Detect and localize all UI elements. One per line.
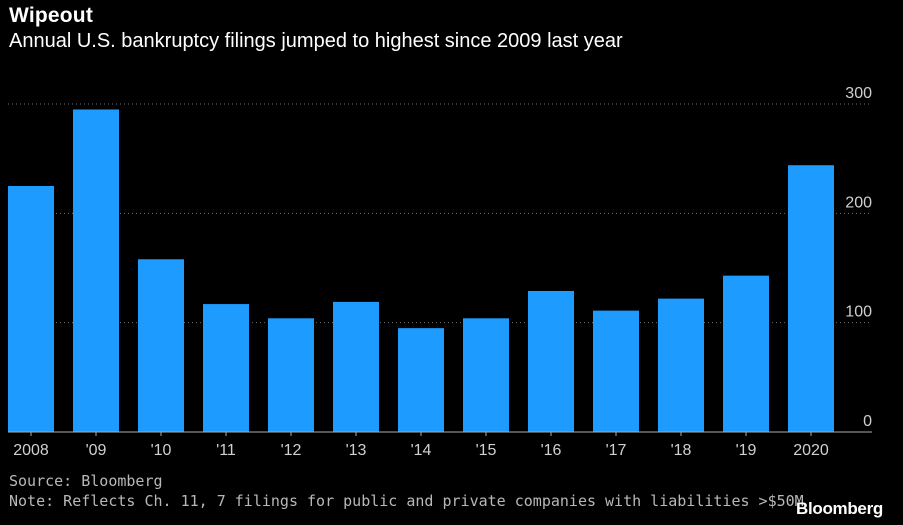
bar: [138, 259, 184, 432]
x-tick-label: '16: [541, 442, 562, 459]
x-tick-label: '15: [476, 442, 497, 459]
y-tick-label: 100: [845, 304, 872, 321]
note-text: Note: Reflects Ch. 11, 7 filings for pub…: [9, 492, 804, 510]
x-tick-label: '11: [216, 442, 236, 459]
bar: [463, 318, 509, 432]
bar: [73, 109, 119, 432]
x-tick-label: '17: [606, 442, 627, 459]
x-tick-label: '18: [671, 442, 692, 459]
bar: [658, 298, 704, 432]
bar: [723, 275, 769, 432]
x-tick-label: '14: [411, 442, 432, 459]
y-tick-label: 200: [845, 194, 872, 211]
x-tick-label: '09: [86, 442, 107, 459]
x-tick-label: '12: [281, 442, 302, 459]
bar: [268, 318, 314, 432]
chart-title: Wipeout: [9, 4, 94, 27]
bar: [333, 301, 379, 432]
y-tick-label: 300: [845, 85, 872, 102]
bar: [528, 290, 574, 432]
bar: [8, 186, 54, 432]
bar: [788, 165, 834, 432]
x-tick-label: '19: [736, 442, 757, 459]
bar: [203, 304, 249, 432]
bar: [398, 328, 444, 432]
x-tick-label: 2020: [793, 442, 829, 459]
chart-subtitle: Annual U.S. bankruptcy filings jumped to…: [9, 30, 623, 52]
x-tick-label: '10: [151, 442, 172, 459]
x-tick-label: '13: [346, 442, 367, 459]
x-tick-label: 2008: [13, 442, 49, 459]
bloomberg-logo: Bloomberg: [795, 499, 883, 518]
source-text: Source: Bloomberg: [9, 472, 163, 490]
bar: [593, 310, 639, 432]
y-tick-label: 0: [863, 413, 872, 430]
